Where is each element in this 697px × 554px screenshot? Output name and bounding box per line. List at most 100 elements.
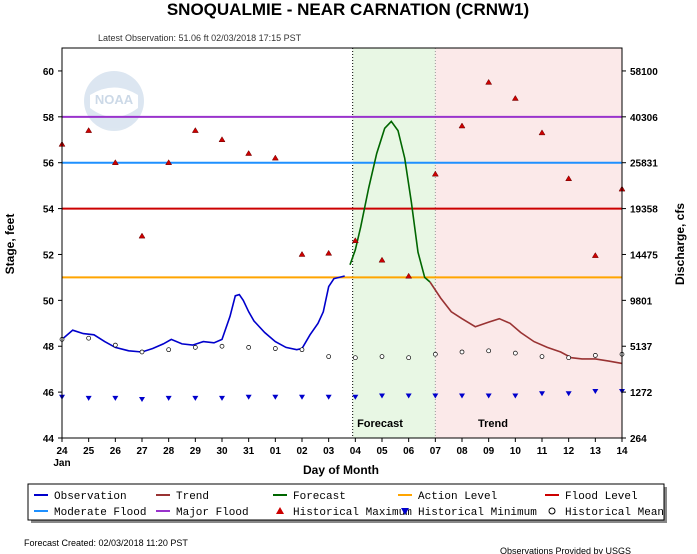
historical-max-point [111, 159, 119, 165]
y2-tick-label: 14475 [630, 250, 658, 261]
trend-zone-label: Trend [478, 418, 508, 430]
y-tick-label: 44 [43, 434, 55, 445]
historical-mean-point [352, 355, 358, 361]
y-tick-label: 48 [43, 342, 55, 353]
x-tick-label: 07 [430, 446, 442, 457]
x-tick-label: 05 [376, 446, 388, 457]
historical-mean-point [272, 346, 278, 351]
historical-mean-point [112, 342, 118, 348]
legend-label: Flood Level [565, 491, 638, 503]
historical-mean-point [592, 353, 598, 358]
legend-box [27, 483, 665, 521]
historical-min-point [112, 395, 119, 401]
historical-mean-point [432, 351, 438, 357]
historical-min-point [459, 393, 465, 399]
historical-mean-point [406, 355, 412, 361]
historical-max-point [218, 136, 226, 143]
y2-tick-label: 58100 [630, 67, 658, 78]
historical-max-point [85, 127, 93, 133]
x-tick-label: 31 [243, 446, 255, 457]
y2-tick-label: 25831 [630, 159, 658, 170]
historical-min-point [352, 394, 359, 400]
x-tick-label: 10 [510, 446, 522, 457]
historical-max-point [405, 272, 413, 279]
y-tick-label: 50 [43, 296, 55, 307]
historical-mean-point [379, 354, 385, 359]
y2-tick-label: 19358 [630, 205, 658, 216]
historical-min-point [405, 393, 412, 399]
historical-max-point [298, 250, 306, 257]
x-tick-label: 26 [110, 446, 122, 457]
y2-tick-label: 1272 [630, 388, 653, 399]
latest-observation: Latest Observation: 51.06 ft 02/03/2018 … [98, 33, 302, 43]
x-tick-label: 25 [83, 446, 95, 457]
forecast-zone [352, 48, 436, 438]
x-month-label: Jan [53, 458, 70, 469]
legend-label: Major Flood [176, 507, 249, 519]
observation-series [61, 275, 345, 353]
x-tick-label: 04 [350, 446, 362, 457]
legend-label: Historical Maximum [293, 507, 412, 519]
historical-min-point [539, 391, 545, 397]
historical-min-point [139, 397, 145, 402]
historical-markers [58, 78, 626, 402]
historical-max-point [538, 129, 546, 136]
historical-mean-point [539, 354, 545, 359]
y-tick-label: 60 [43, 67, 55, 78]
legend-label: Observation [54, 491, 127, 503]
historical-mean-point [566, 355, 572, 361]
forecast-created: Forecast Created: 02/03/2018 11:20 PST [24, 538, 188, 548]
y2-tick-label: 5137 [630, 342, 653, 353]
legend-swatch [401, 508, 409, 515]
y-tick-label: 56 [43, 159, 55, 170]
x-tick-label: 06 [403, 446, 415, 457]
historical-min-point [565, 391, 572, 397]
historical-mean-point [486, 348, 492, 354]
historical-max-point [325, 249, 333, 256]
x-tick-label: 28 [163, 446, 175, 457]
trend-series [429, 281, 623, 365]
historical-mean-point [512, 350, 518, 356]
historical-mean-point [139, 349, 145, 355]
x-tick-label: 03 [323, 446, 335, 457]
historical-mean-point [166, 347, 172, 353]
historical-min-point [219, 395, 225, 401]
historical-min-point [592, 388, 599, 394]
y-axis-label: Stage, feet [3, 214, 17, 275]
historical-max-point [351, 237, 359, 243]
axes: 24 25 26 27 28 29 30 31 01 02 03 04 05 06 07 08 09 10 11 12… [43, 47, 658, 469]
legend-swatch [276, 507, 284, 514]
chart-title: SNOQUALMIE - NEAR CARNATION (CRNW1) [167, 0, 529, 19]
historical-max-point [485, 78, 493, 85]
y-tick-label: 46 [43, 388, 55, 399]
x-tick-label: 08 [456, 446, 468, 457]
historical-min-point [192, 395, 199, 401]
x-tick-label: 12 [563, 446, 575, 457]
historical-min-point [299, 394, 305, 400]
historical-min-point [85, 395, 92, 401]
legend-swatch [548, 507, 556, 515]
legend-label: Moderate Flood [54, 507, 146, 519]
historical-min-point [165, 395, 172, 401]
series-lines [61, 120, 623, 365]
legend-label: Historical Mean [565, 507, 664, 519]
x-tick-label: 27 [136, 446, 148, 457]
x-tick-label: 01 [270, 446, 282, 457]
x-tick-label: 02 [296, 446, 308, 457]
y2-tick-label: 264 [630, 434, 647, 445]
y2-axis-label: Discharge, cfs [673, 203, 687, 285]
legend-label: Forecast [293, 491, 346, 503]
x-tick-label: 30 [216, 446, 228, 457]
x-tick-label: 09 [483, 446, 495, 457]
historical-max-point [138, 232, 146, 239]
historical-max-point [511, 94, 519, 101]
historical-min-point [245, 394, 252, 400]
historical-min-point [432, 393, 439, 399]
historical-max-point [431, 170, 439, 177]
x-axis-label: Day of Month [303, 463, 379, 477]
x-tick-label: 29 [190, 446, 202, 457]
historical-min-point [485, 393, 492, 399]
historical-max-point [245, 150, 253, 156]
noaa-logo: NOAA [84, 71, 144, 131]
